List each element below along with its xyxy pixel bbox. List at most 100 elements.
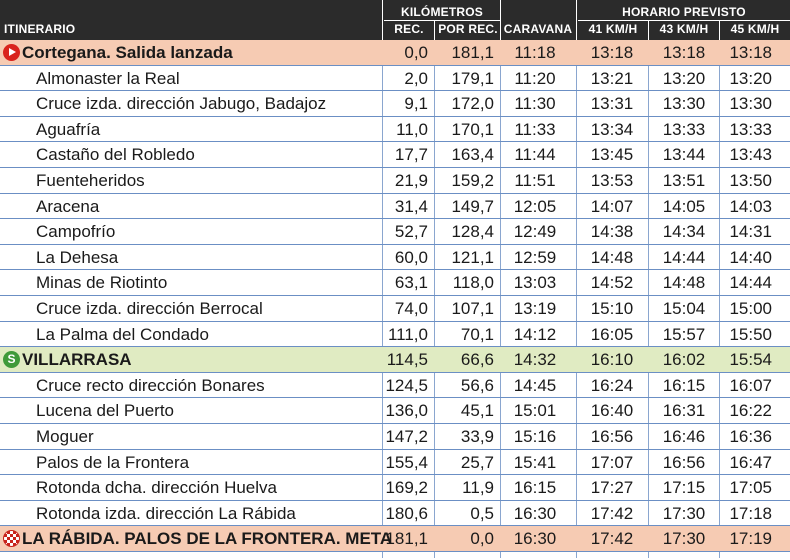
table-row: Moguer 147,2 33,9 15:16 16:56 16:46 16:36: [0, 424, 790, 450]
time-41kmh: 13:18: [590, 43, 634, 62]
time-41kmh: 14:07: [590, 196, 634, 216]
table-row: La Dehesa 60,0 121,1 12:59 14:48 14:44 14:40: [0, 245, 790, 271]
table-row: S VILLARRASA 114,5 66,6 14:32 16:10 16:02 15:54: [0, 347, 790, 373]
table-row: Cruce izda. dirección Berrocal 74,0 107,1 1…: [0, 296, 790, 322]
km-por-recorrer: 0,5: [470, 503, 494, 523]
time-43kmh: 17:30: [662, 529, 706, 549]
location-name: Cruce izda. dirección Berrocal: [36, 298, 263, 318]
time-41kmh: 16:05: [590, 324, 634, 344]
time-43kmh: 13:44: [662, 145, 706, 165]
time-43kmh: 16:46: [662, 426, 706, 446]
km-por-recorrer: 149,7: [451, 196, 494, 216]
table-row: Rotonda izda. dirección La Rábida 180,6 0,…: [0, 501, 790, 527]
header-caravana: CARAVANA: [503, 22, 573, 36]
time-41kmh: 16:40: [590, 401, 634, 421]
location-name: Aracena: [36, 196, 100, 216]
km-por-recorrer: 70,1: [460, 324, 494, 344]
table-row: Rotonda dcha. dirección Huelva 169,2 11,9 1…: [0, 475, 790, 501]
time-43kmh: 13:33: [662, 119, 706, 139]
time-43kmh: 16:56: [662, 452, 706, 472]
km-por-recorrer: 170,1: [451, 119, 494, 139]
location-name: VILLARRASA: [22, 350, 132, 370]
header-itinerario: ITINERARIO: [4, 22, 76, 36]
km-recorridos: 63,1: [394, 273, 428, 293]
time-41kmh: 14:38: [590, 222, 634, 242]
km-por-recorrer: 107,1: [451, 298, 494, 318]
caravana-time: 13:03: [513, 273, 557, 293]
km-recorridos: 74,0: [394, 298, 428, 318]
time-45kmh: 16:47: [729, 452, 772, 472]
time-43kmh: 15:57: [662, 324, 706, 344]
km-recorridos: 52,7: [394, 222, 428, 242]
time-41kmh: 15:10: [590, 298, 634, 318]
location-name: Rotonda dcha. dirección Huelva: [36, 478, 277, 498]
caravana-time: 11:18: [514, 43, 556, 62]
caravana-time: 15:01: [513, 401, 557, 421]
time-43kmh: 17:15: [662, 478, 706, 498]
km-recorridos: 114,5: [386, 350, 428, 370]
header-43kmh: 43 KM/H: [659, 22, 709, 36]
table-row: Aracena 31,4 149,7 12:05 14:07 14:05 14:03: [0, 194, 790, 220]
header-45kmh: 45 KM/H: [730, 22, 780, 36]
km-por-recorrer: 172,0: [451, 94, 494, 114]
km-recorridos: 180,6: [385, 503, 428, 523]
start-play-icon: [3, 44, 20, 61]
table-row: La Palma del Condado 111,0 70,1 14:12 16:05 1…: [0, 322, 790, 348]
time-45kmh: 17:19: [729, 529, 772, 549]
location-name: Fuenteheridos: [36, 170, 145, 190]
time-43kmh: 16:02: [662, 350, 706, 370]
location-name: Cruce izda. dirección Jabugo, Badajoz: [36, 94, 327, 114]
caravana-time: 15:41: [513, 452, 557, 472]
time-41kmh: 13:21: [590, 68, 634, 88]
location-name: Campofrío: [36, 222, 116, 242]
km-por-recorrer: 25,7: [460, 452, 494, 472]
caravana-time: 16:15: [513, 478, 557, 498]
table-row: Cruce izda. dirección Jabugo, Badajoz 9,1…: [0, 91, 790, 117]
km-por-recorrer: 181,1: [451, 43, 494, 62]
header-kilometros: KILÓMETROS: [401, 5, 483, 19]
time-45kmh: 13:18: [729, 43, 772, 62]
caravana-time: 16:30: [513, 503, 557, 523]
time-41kmh: 17:27: [590, 478, 634, 498]
caravana-time: 11:20: [514, 68, 556, 88]
caravana-time: 12:59: [513, 247, 557, 267]
km-recorridos: 111,0: [387, 324, 428, 344]
km-recorridos: 17,7: [394, 145, 428, 165]
km-por-recorrer: 66,6: [460, 350, 494, 370]
time-45kmh: 14:03: [729, 196, 772, 216]
caravana-time: 11:30: [514, 94, 556, 114]
time-41kmh: 17:42: [590, 529, 634, 549]
time-43kmh: 13:20: [662, 68, 706, 88]
caravana-time: 14:32: [513, 350, 557, 370]
time-41kmh: 13:31: [590, 94, 634, 114]
km-recorridos: 136,0: [385, 401, 428, 421]
caravana-time: 15:16: [513, 426, 557, 446]
time-41kmh: 16:56: [590, 426, 634, 446]
time-41kmh: 17:07: [590, 452, 634, 472]
km-por-recorrer: 163,4: [451, 145, 494, 165]
km-por-recorrer: 11,9: [462, 478, 494, 498]
time-41kmh: 16:24: [590, 375, 634, 395]
table-body: Cortegana. Salida lanzada 0,0 181,1 11:18 13…: [0, 40, 790, 552]
location-name: Moguer: [36, 426, 94, 446]
caravana-time: 12:49: [513, 222, 557, 242]
time-41kmh: 17:42: [590, 503, 634, 523]
table-row: Fuenteheridos 21,9 159,2 11:51 13:53 13:51 13:…: [0, 168, 790, 194]
table-header: ITINERARIO KILÓMETROS REC. POR REC. CARA…: [0, 0, 790, 40]
location-name: Minas de Riotinto: [36, 273, 168, 293]
caravana-time: 11:44: [514, 145, 556, 165]
location-name: LA RÁBIDA. PALOS DE LA FRONTERA. META: [22, 529, 393, 549]
location-name: La Palma del Condado: [36, 324, 209, 344]
km-por-recorrer: 56,6: [460, 375, 494, 395]
time-45kmh: 14:44: [729, 273, 772, 293]
time-41kmh: 13:34: [590, 119, 634, 139]
time-43kmh: 16:15: [662, 375, 706, 395]
table-row: LA RÁBIDA. PALOS DE LA FRONTERA. META 181…: [0, 526, 790, 552]
time-43kmh: 17:30: [662, 503, 706, 523]
km-por-recorrer: 33,9: [460, 426, 494, 446]
time-43kmh: 13:30: [662, 94, 706, 114]
km-recorridos: 0,0: [404, 43, 428, 62]
time-45kmh: 14:31: [729, 222, 772, 242]
header-horario: HORARIO PREVISTO: [622, 5, 746, 19]
km-por-recorrer: 128,4: [451, 222, 494, 242]
